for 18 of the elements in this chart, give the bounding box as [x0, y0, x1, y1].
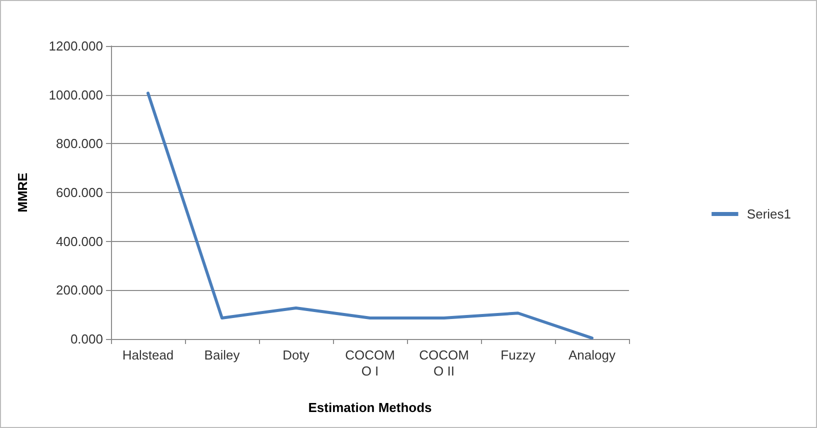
y-tick-label: 800.000	[56, 136, 103, 152]
y-tick-label: 1200.000	[48, 38, 103, 54]
x-tick-label: Bailey	[204, 348, 240, 362]
y-tick-label: 0.000	[70, 332, 103, 346]
y-tick-label: 1000.000	[48, 87, 103, 102]
x-tick-label: Halstead	[122, 348, 174, 362]
x-tick-label: Analogy	[568, 348, 616, 362]
x-tick-label: COCOMO II	[419, 348, 469, 378]
x-tick-label: Doty	[282, 348, 310, 362]
line-series	[146, 92, 594, 340]
y-tick-label: 400.000	[56, 234, 103, 249]
x-tick-label: Fuzzy	[500, 348, 536, 362]
legend-label: Series1	[746, 206, 791, 222]
x-axis-title: Estimation Methods	[308, 400, 432, 415]
x-tick-label: COCOMO I	[345, 348, 395, 378]
y-axis-title: MMRE	[15, 172, 30, 212]
y-tick-label: 200.000	[56, 282, 103, 298]
y-tick-label: 600.000	[56, 185, 103, 200]
